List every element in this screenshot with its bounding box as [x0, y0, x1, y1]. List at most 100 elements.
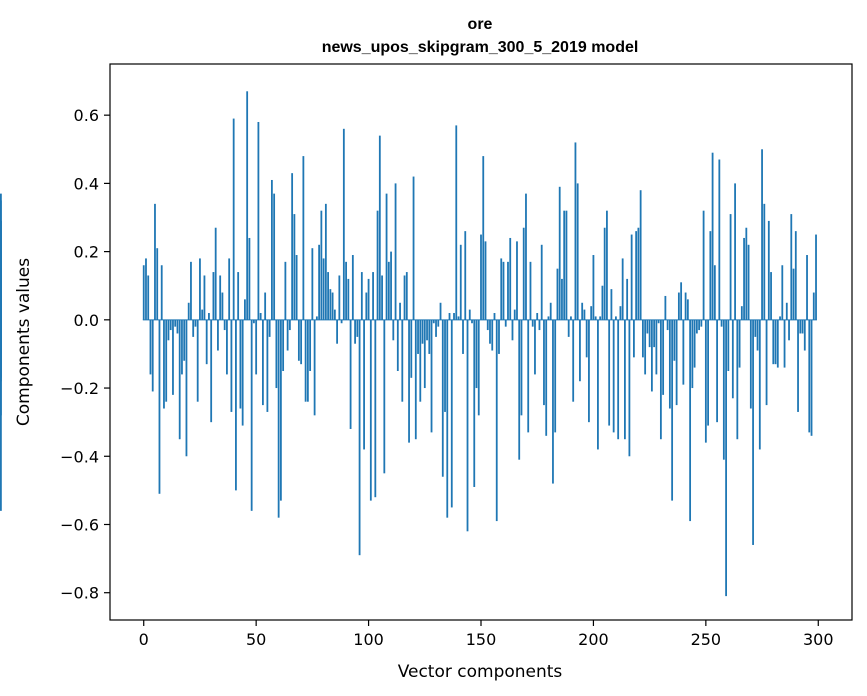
x-axis-ticks: 0 50 100 150 200 250 300 [139, 620, 834, 649]
bar [237, 272, 240, 320]
bar [221, 292, 224, 320]
bar [790, 214, 793, 320]
bar [264, 292, 267, 320]
bar [736, 319, 739, 440]
bar [169, 319, 172, 331]
bar [387, 261, 390, 320]
bar [749, 319, 752, 409]
y-axis-label: Components values [14, 258, 34, 426]
bar [477, 319, 480, 416]
bar [408, 319, 410, 443]
bar [439, 302, 442, 320]
bar [686, 299, 689, 320]
bar [257, 121, 260, 320]
bar [540, 244, 543, 320]
bar [617, 319, 620, 440]
x-tick-label: 100 [353, 630, 384, 649]
x-tick-label: 0 [139, 630, 149, 649]
bar [453, 313, 455, 320]
bar [244, 299, 246, 320]
bar [619, 306, 622, 320]
bar [381, 275, 383, 320]
bar [300, 319, 303, 365]
bar [248, 237, 251, 320]
bar [531, 319, 534, 327]
bar [770, 272, 772, 320]
bar [529, 261, 532, 320]
y-tick-label: −0.6 [60, 515, 99, 534]
bar [633, 319, 635, 358]
y-axis-ticks: −0.8 −0.6 −0.4 −0.2 0.0 0.2 0.4 0.6 [60, 106, 110, 603]
bar [158, 319, 161, 494]
bar [203, 275, 206, 320]
bar [441, 319, 444, 477]
bar [163, 319, 165, 409]
bar [356, 319, 359, 337]
bar [610, 289, 613, 320]
bar [799, 319, 802, 334]
bar [246, 91, 249, 320]
bar [309, 319, 312, 371]
bar [495, 319, 498, 522]
bar [183, 319, 186, 361]
bar [288, 319, 291, 331]
bar [797, 319, 799, 412]
bar [538, 319, 541, 331]
bar [235, 319, 237, 491]
bar [747, 244, 750, 320]
bar [765, 319, 768, 406]
bar [761, 149, 763, 320]
bar [306, 319, 309, 402]
bar [160, 265, 163, 320]
bar [779, 316, 781, 320]
bar [727, 319, 730, 371]
bar [192, 319, 195, 337]
bar [552, 319, 554, 484]
bar [279, 319, 282, 501]
bar [565, 210, 568, 320]
bar [345, 261, 347, 320]
bar [313, 319, 316, 416]
bar [716, 319, 718, 423]
bar [588, 319, 590, 423]
bar [190, 261, 192, 320]
bar [187, 302, 190, 320]
bar [302, 156, 305, 320]
x-tick-label: 200 [578, 630, 609, 649]
bar [486, 319, 489, 331]
bar [700, 319, 703, 327]
bar [232, 118, 235, 320]
bar [329, 289, 332, 320]
bar [729, 214, 732, 320]
bar [450, 319, 453, 508]
y-tick-label: 0.2 [74, 243, 99, 262]
bar [504, 319, 507, 327]
bar [482, 156, 485, 320]
bar [181, 319, 183, 375]
chart-title: ore [468, 16, 493, 33]
bar [522, 227, 525, 320]
bar [464, 231, 467, 320]
bar [740, 306, 743, 320]
bar [583, 309, 586, 320]
bar [734, 183, 736, 320]
bar [410, 319, 413, 378]
bar [500, 258, 503, 320]
bar [520, 319, 523, 416]
bar [653, 319, 656, 348]
bar [432, 319, 435, 324]
bar [154, 203, 156, 320]
bar [812, 292, 815, 320]
bar [149, 319, 152, 375]
bar [558, 186, 561, 320]
bar [297, 319, 300, 361]
bar [785, 302, 788, 320]
bar [525, 193, 527, 320]
x-tick-label: 250 [691, 630, 722, 649]
bar [145, 258, 147, 320]
bar [590, 306, 593, 320]
bar [194, 319, 197, 327]
bar [671, 319, 674, 501]
bar [444, 319, 446, 412]
bar [147, 275, 150, 320]
